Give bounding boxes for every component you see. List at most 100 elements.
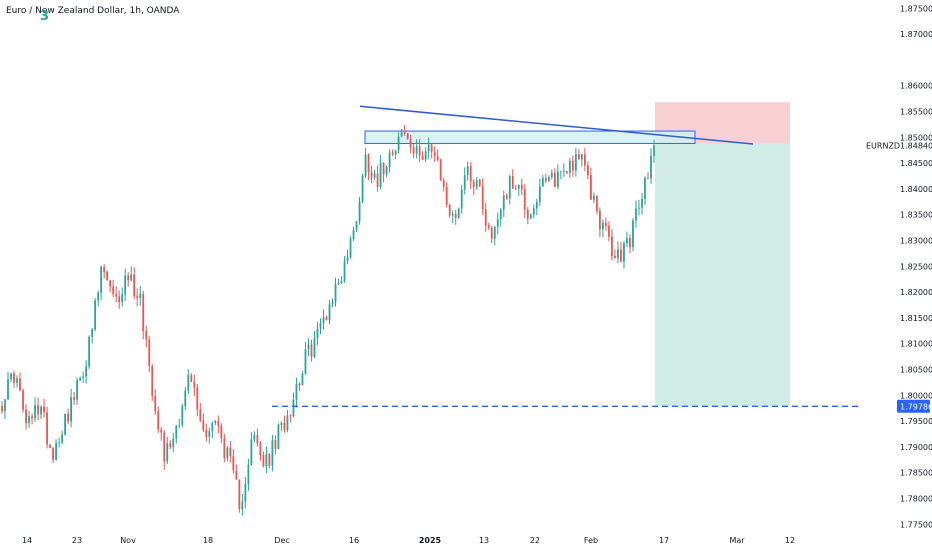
x-tick-label: 2025 [419, 536, 442, 545]
take-profit-zone[interactable] [655, 143, 790, 407]
candle-body [508, 176, 511, 199]
candle-body [190, 375, 193, 382]
x-tick-label: 16 [349, 536, 359, 545]
y-tick-label: 1.79500 [900, 417, 932, 426]
candle-body [463, 175, 466, 190]
candle-body [629, 238, 631, 248]
symbol-label: EURNZD [866, 142, 900, 151]
candle-body [355, 221, 358, 230]
candle-body [106, 272, 109, 281]
candle-body [580, 154, 583, 160]
candle-body [430, 144, 433, 152]
candle-body [88, 336, 91, 367]
candle-body [490, 227, 493, 239]
candle-body [130, 274, 133, 281]
candle-body [133, 274, 136, 296]
candle-body [596, 195, 598, 211]
candle-body [424, 151, 427, 160]
candle-body [16, 378, 18, 383]
candle-body [64, 413, 66, 435]
candle-body [124, 275, 127, 295]
candle-body [289, 415, 292, 417]
candle-body [286, 415, 289, 431]
candle-body [55, 442, 57, 460]
candle-body [271, 439, 274, 466]
candle-body [115, 294, 118, 297]
level-price-badge[interactable] [897, 399, 930, 413]
candle-body [433, 151, 436, 157]
candle-body [46, 412, 48, 445]
candle-body [352, 229, 355, 239]
candle-body [514, 188, 517, 190]
candle-body [475, 180, 478, 188]
candle-body [184, 390, 187, 407]
candle-body [562, 171, 565, 173]
candle-body [499, 209, 502, 220]
candle-body [277, 424, 280, 449]
y-tick-label: 1.87500 [900, 4, 932, 13]
x-tick-label: Dec [274, 536, 289, 545]
candle-body [193, 381, 196, 388]
x-tick-label: 12 [785, 536, 795, 545]
candle-body [394, 150, 397, 155]
candle-body [364, 154, 367, 176]
candle-body [556, 171, 559, 187]
y-tick-label: 1.84500 [900, 159, 932, 168]
candle-body [202, 420, 205, 430]
candle-body [502, 195, 505, 210]
x-tick-label: 23 [72, 536, 82, 545]
candle-body [544, 177, 547, 181]
candle-body [385, 166, 388, 175]
candle-body [85, 366, 88, 377]
candle-body [442, 179, 445, 187]
y-tick-label: 1.83000 [900, 236, 932, 245]
candle-body [100, 266, 103, 293]
candle-body [247, 465, 250, 485]
candle-body [547, 177, 550, 181]
candle-body [526, 209, 529, 219]
y-tick-label: 1.84000 [900, 185, 932, 194]
candle-body [382, 162, 385, 175]
candle-body [127, 275, 130, 281]
candle-body [370, 172, 373, 178]
candle-body [391, 152, 394, 155]
candle-body [571, 160, 574, 171]
candle-body [535, 201, 538, 209]
candle-body [415, 146, 418, 154]
candle-body [418, 146, 421, 156]
candle-body [541, 177, 544, 187]
candle-body [232, 456, 235, 471]
resistance-zone-box[interactable] [364, 130, 696, 144]
candle-body [166, 443, 169, 462]
candle-body [313, 338, 316, 357]
candle-body [653, 145, 655, 156]
x-tick-label: Mar [729, 536, 745, 545]
candle-body [58, 442, 60, 444]
candle-body [439, 159, 442, 180]
candle-body [376, 173, 379, 187]
candle-body [79, 378, 82, 381]
y-tick-label: 1.83500 [900, 211, 932, 220]
candle-body [325, 317, 328, 321]
y-tick-label: 1.82500 [900, 262, 932, 271]
candle-body [611, 236, 613, 257]
candle-body [520, 184, 523, 190]
trendline[interactable] [359, 105, 754, 145]
candle-body [478, 180, 481, 187]
candle-body [136, 295, 139, 298]
candle-body [397, 136, 400, 151]
candle-body [457, 208, 460, 219]
candle-body [367, 154, 370, 173]
x-tick-label: 13 [479, 536, 489, 545]
candle-body [274, 439, 277, 449]
candle-body [511, 176, 514, 189]
candle-body [577, 154, 580, 160]
x-tick-label: 17 [659, 536, 669, 545]
candle-body [13, 373, 15, 383]
candle-body [559, 171, 562, 173]
chart-title: Euro / New Zealand Dollar, 1h, OANDA [6, 6, 180, 16]
candle-body [451, 213, 454, 216]
candle-body [187, 375, 190, 391]
candle-body [568, 160, 571, 173]
